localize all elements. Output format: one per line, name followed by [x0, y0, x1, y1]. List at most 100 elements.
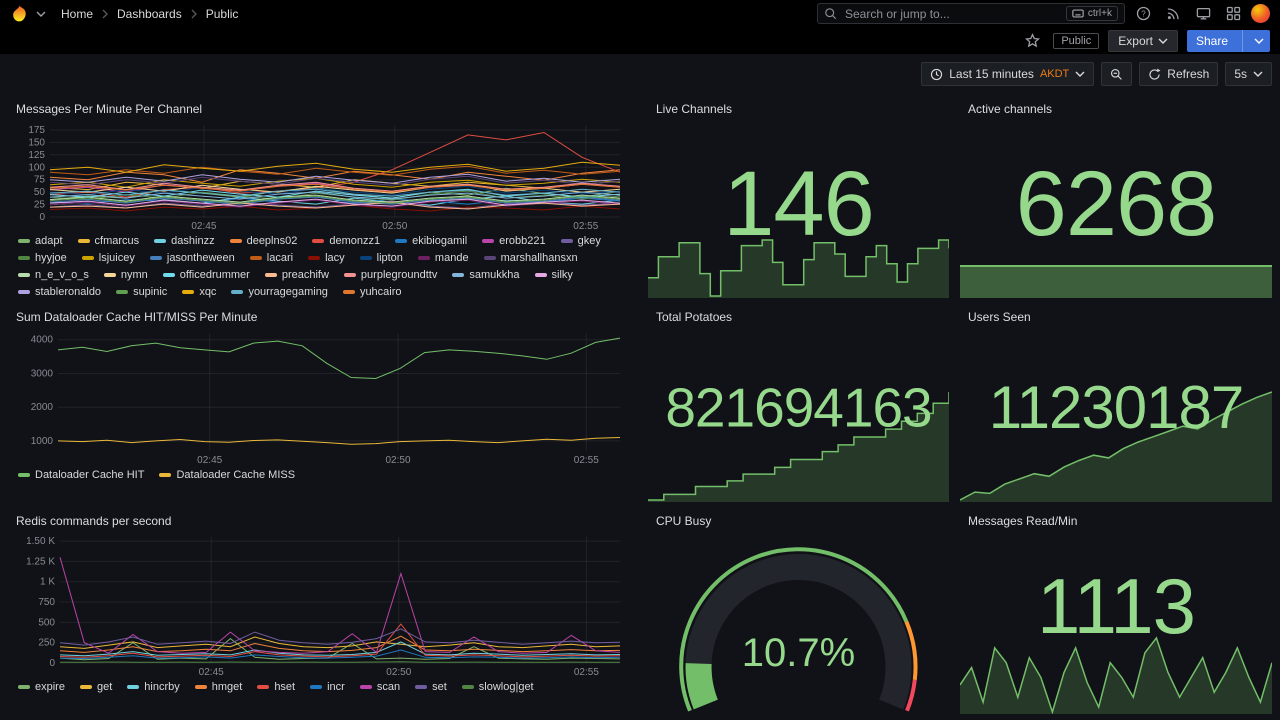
chart-legend: adapt cfmarcus dashinzz deeplns02 demonzz1 ek…	[16, 232, 626, 299]
legend-item[interactable]: scan	[359, 680, 400, 694]
panel-title[interactable]: Live Channels	[656, 102, 733, 116]
panel-users-seen: Users Seen 11230187	[960, 304, 1272, 504]
legend-item[interactable]: hset	[257, 680, 295, 694]
legend-item[interactable]: Dataloader Cache HIT	[18, 468, 144, 482]
legend-item[interactable]: n_e_v_o_s	[18, 268, 89, 282]
refresh-interval-picker[interactable]: 5s	[1225, 62, 1272, 86]
share-caret-icon[interactable]	[1248, 30, 1270, 52]
legend-item[interactable]: lacy	[308, 251, 345, 265]
gauge-value: 10.7%	[741, 630, 856, 675]
panel-title[interactable]: CPU Busy	[656, 514, 712, 528]
legend-item[interactable]: lacari	[249, 251, 293, 265]
legend-item[interactable]: slowlog|get	[461, 680, 534, 694]
logo-chevron-icon[interactable]	[35, 2, 47, 26]
legend-item[interactable]: incr	[310, 680, 345, 694]
panel-title[interactable]: Redis commands per second	[16, 514, 172, 528]
cpu-gauge	[656, 536, 941, 712]
panel-redis-commands: Redis commands per second 0 250 500 750 1 K 1…	[8, 508, 634, 712]
legend-item[interactable]: hincrby	[127, 680, 180, 694]
panel-cpu-busy: CPU Busy 10.7%	[648, 508, 949, 716]
legend-item[interactable]: lipton	[359, 251, 403, 265]
legend-item[interactable]: samukkha	[452, 268, 520, 282]
panel-title[interactable]: Users Seen	[968, 310, 1031, 324]
stat-sparkline	[648, 238, 949, 298]
stat-value: 11230187	[988, 374, 1245, 441]
legend-item[interactable]: supinic	[116, 285, 167, 299]
breadcrumb-dashboards[interactable]: Dashboards	[117, 6, 182, 21]
top-nav: Home Dashboards Public ctrl+k ?	[0, 0, 1280, 27]
legend-item[interactable]: lsjuicey	[81, 251, 135, 265]
legend-item[interactable]: expire	[18, 680, 65, 694]
legend-item[interactable]: set	[415, 680, 447, 694]
svg-text:75: 75	[34, 175, 46, 186]
panel-title[interactable]: Active channels	[968, 102, 1053, 116]
help-icon[interactable]: ?	[1131, 2, 1155, 26]
legend-item[interactable]: stableronaldo	[18, 285, 101, 299]
time-range-picker[interactable]: Last 15 minutes AKDT	[921, 62, 1095, 86]
legend-item[interactable]: hmget	[194, 680, 242, 694]
svg-text:02:50: 02:50	[385, 455, 410, 466]
stat-value: 6268	[1015, 153, 1218, 256]
panel-dataloader-cache: Sum Dataloader Cache HIT/MISS Per Minute…	[8, 304, 634, 504]
dashboard-canvas: Last 15 minutes AKDT Refresh 5s Messages…	[0, 54, 1280, 720]
time-controls: Last 15 minutes AKDT Refresh 5s	[921, 62, 1272, 86]
legend-item[interactable]: xqc	[182, 285, 216, 299]
apps-grid-icon[interactable]	[1221, 2, 1245, 26]
legend-item[interactable]: yuhcairo	[342, 285, 402, 299]
svg-text:1000: 1000	[31, 436, 54, 447]
panel-title[interactable]: Total Potatoes	[656, 310, 733, 324]
legend-item[interactable]: ekibiogamil	[395, 234, 467, 248]
legend-item[interactable]: adapt	[18, 234, 63, 248]
svg-text:500: 500	[38, 617, 55, 628]
redis-chart[interactable]: 0 250 500 750 1 K 1.25 K 1.50 K 02:45 02:50 02:55	[16, 532, 626, 678]
legend-item[interactable]: cfmarcus	[77, 234, 139, 248]
panel-title[interactable]: Sum Dataloader Cache HIT/MISS Per Minute	[16, 310, 258, 324]
search-box[interactable]: ctrl+k	[817, 3, 1125, 24]
share-button[interactable]: Share	[1186, 29, 1270, 52]
legend-item[interactable]: officedrummer	[162, 268, 250, 282]
dataloader-chart[interactable]: 1000 2000 3000 4000 02:45 02:50 02:55	[16, 328, 626, 466]
favorite-star-icon[interactable]	[1020, 29, 1044, 53]
zoom-out-button[interactable]	[1101, 62, 1133, 86]
panel-title[interactable]: Messages Read/Min	[968, 514, 1078, 528]
timezone-label: AKDT	[1039, 68, 1070, 80]
search-icon	[824, 7, 837, 20]
panel-title[interactable]: Messages Per Minute Per Channel	[16, 102, 203, 116]
refresh-button[interactable]: Refresh	[1139, 62, 1219, 86]
legend-item[interactable]: erobb221	[482, 234, 546, 248]
legend-item[interactable]: dashinzz	[154, 234, 215, 248]
stat-sparkline	[960, 636, 1272, 714]
svg-text:02:45: 02:45	[199, 667, 224, 678]
search-input[interactable]	[843, 5, 1060, 22]
legend-item[interactable]: yourragegaming	[231, 285, 328, 299]
legend-item[interactable]: deeplns02	[229, 234, 297, 248]
legend-item[interactable]: silky	[534, 268, 573, 282]
monitor-icon[interactable]	[1191, 2, 1215, 26]
messages-chart[interactable]: 0 25 50 75 100 125 150 175 02:45 02:50 02:55	[16, 120, 626, 232]
legend-item[interactable]: mande	[417, 251, 469, 265]
legend-item[interactable]: hyyjoe	[18, 251, 67, 265]
svg-text:02:55: 02:55	[574, 667, 599, 678]
svg-text:125: 125	[28, 150, 45, 161]
legend-item[interactable]: purplegroundttv	[343, 268, 437, 282]
breadcrumb: Home Dashboards Public	[61, 7, 238, 21]
grafana-logo[interactable]	[10, 4, 29, 23]
stat-value: 1113	[1037, 561, 1196, 650]
rss-icon[interactable]	[1161, 2, 1185, 26]
legend-item[interactable]: gkey	[560, 234, 601, 248]
legend-item[interactable]: Dataloader Cache MISS	[159, 468, 295, 482]
export-button[interactable]: Export	[1108, 29, 1178, 52]
user-avatar[interactable]	[1251, 4, 1270, 23]
legend-item[interactable]: get	[79, 680, 112, 694]
breadcrumb-public[interactable]: Public	[205, 6, 239, 21]
svg-text:?: ?	[1141, 9, 1146, 18]
panel-active-channels: Active channels 6268	[960, 96, 1272, 300]
stat-value: 821694163	[665, 376, 932, 439]
legend-item[interactable]: marshallhansxn	[483, 251, 578, 265]
legend-item[interactable]: jasontheween	[149, 251, 235, 265]
legend-item[interactable]: demonzz1	[312, 234, 380, 248]
legend-item[interactable]: preachifw	[264, 268, 329, 282]
svg-text:1.25 K: 1.25 K	[26, 556, 55, 567]
breadcrumb-home[interactable]: Home	[61, 6, 94, 21]
legend-item[interactable]: nymn	[103, 268, 148, 282]
